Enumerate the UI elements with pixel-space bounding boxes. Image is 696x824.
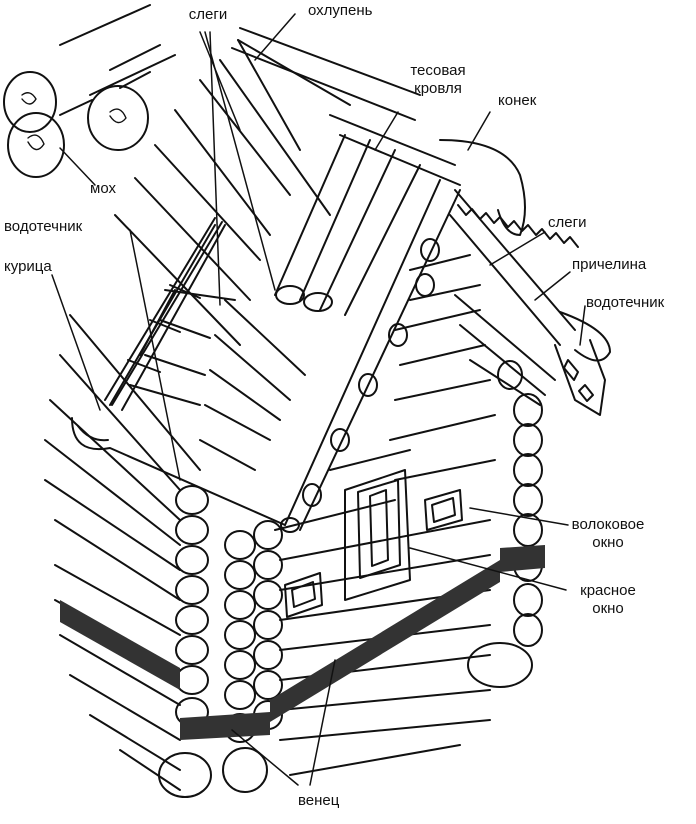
label-krasnoe-okno: окно	[592, 600, 624, 617]
prichelina	[449, 189, 611, 416]
ohlupen-log	[231, 27, 526, 236]
moss-bands	[60, 545, 545, 740]
label-tesovaya: тесовая	[410, 62, 466, 79]
left-corner-logs	[158, 485, 283, 798]
volokovoe-okno-left	[284, 572, 323, 618]
label-venets: венец	[298, 792, 340, 809]
label-kuritsa: курица	[4, 258, 52, 275]
leader-lines	[51, 13, 586, 786]
kuritsa-ladder	[104, 217, 223, 406]
front-gable	[109, 224, 306, 471]
volokovoe-okno-right	[424, 489, 463, 531]
label-vodotechnik-left: водотечник	[4, 218, 83, 235]
label-volokovoe-okno: окно	[592, 534, 624, 551]
label-vodotechnik-right: водотечник	[586, 294, 665, 311]
label-krasnoe: красное	[580, 582, 636, 599]
krasnoe-okno	[329, 449, 411, 601]
log-ends-inset	[3, 4, 176, 178]
label-slegi-top: слеги	[188, 6, 228, 23]
label-krovlya: кровля	[414, 80, 462, 97]
label-moh: мох	[90, 180, 116, 197]
label-volokovoe: волоковое	[571, 516, 645, 533]
label-ohlupen: охлупень	[308, 2, 373, 19]
roof-boards	[274, 134, 461, 533]
label-prichelina: причелина	[572, 256, 647, 273]
label-slegi-right: слеги	[548, 214, 587, 231]
label-konek: конек	[498, 92, 537, 109]
